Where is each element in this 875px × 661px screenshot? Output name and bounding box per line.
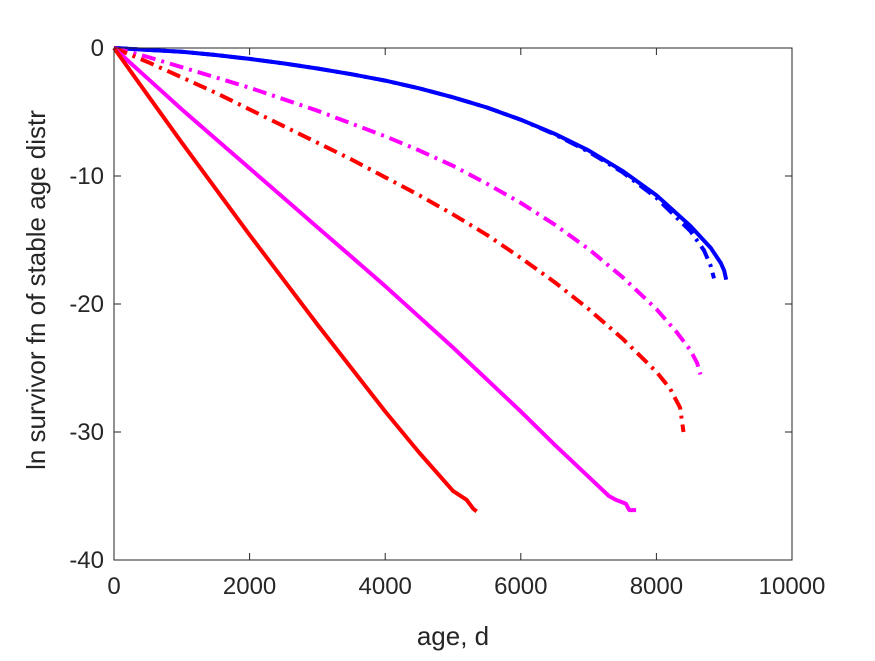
x-tick-label: 4000: [359, 573, 412, 600]
y-axis-label: ln survivor fn of stable age distr: [21, 110, 51, 470]
x-tick-label: 10000: [759, 573, 826, 600]
x-tick-label: 8000: [630, 573, 683, 600]
plot-background: [114, 48, 792, 560]
series-layer: [112, 46, 729, 513]
series-line-5: [112, 46, 637, 513]
y-tick-label: -20: [69, 291, 104, 318]
x-tick-label: 0: [107, 573, 120, 600]
y-tick-label: -10: [69, 163, 104, 190]
series-line-4: [113, 46, 686, 433]
x-tick-label: 6000: [494, 573, 547, 600]
y-tick-label: -40: [69, 547, 104, 574]
series-line-3: [113, 46, 703, 375]
ticks-layer: 0 2000 4000 6000 8000 10000 0 -10 -20 -30 -40: [69, 35, 825, 600]
x-axis-label: age, d: [417, 621, 489, 651]
y-tick-label: 0: [91, 35, 104, 62]
y-tick-label: -30: [69, 419, 104, 446]
x-tick-label: 2000: [223, 573, 276, 600]
series-line-6: [112, 46, 478, 513]
